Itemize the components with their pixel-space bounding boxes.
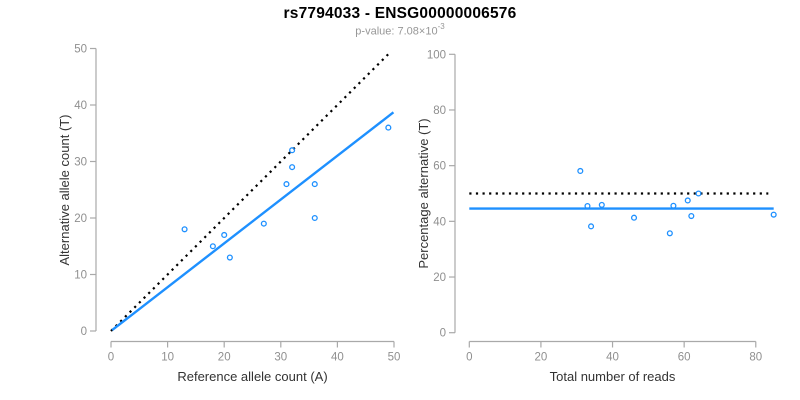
data-point: [289, 147, 296, 154]
y-tick-label: 10: [74, 270, 87, 282]
data-point: [289, 164, 296, 171]
x-tick-label: 10: [161, 352, 174, 364]
data-point: [695, 190, 702, 197]
y-tick-label: 100: [427, 49, 446, 61]
data-point: [283, 181, 290, 188]
pvalue-subtitle: p-value: 7.08×10-3: [0, 22, 800, 38]
y-tick-label: 30: [74, 157, 87, 169]
data-point: [688, 213, 695, 220]
data-point: [630, 214, 638, 221]
y-tick-label: 40: [74, 100, 87, 112]
y-tick-label: 60: [433, 161, 446, 173]
x-tick-label: 80: [749, 352, 762, 364]
x-tick-label: 60: [678, 352, 691, 364]
fit-line: [111, 111, 395, 332]
data-point: [209, 243, 216, 250]
data-point: [770, 211, 777, 218]
page-title: rs7794033 - ENSG00000006576: [283, 5, 517, 22]
data-point: [666, 230, 673, 237]
left-xaxis-title: Reference allele count (A): [177, 369, 327, 384]
data-point: [311, 181, 318, 188]
x-tick-label: 20: [218, 352, 231, 364]
y-tick-label: 0: [81, 326, 87, 338]
data-point: [181, 226, 188, 233]
left-yaxis-title: Alternative allele count (T): [57, 114, 72, 265]
x-tick-label: 40: [606, 352, 619, 364]
y-tick-label: 40: [433, 216, 446, 228]
identity-line: [110, 53, 390, 332]
data-point: [588, 223, 595, 230]
x-tick-label: 40: [331, 352, 344, 364]
x-tick-label: 0: [108, 352, 114, 364]
x-tick-label: 0: [466, 352, 472, 364]
pvalue-exponent: -3: [437, 22, 445, 31]
y-tick-label: 50: [74, 44, 87, 56]
data-point: [226, 254, 233, 261]
x-tick-label: 20: [535, 352, 548, 364]
data-point: [584, 202, 591, 210]
y-tick-label: 20: [74, 213, 87, 225]
right-xaxis-title: Total number of reads: [550, 369, 676, 384]
y-tick-label: 0: [440, 328, 446, 340]
x-tick-label: 50: [388, 352, 401, 364]
left-scatter-plot: 0 10 20 30 40 50 0 10 20 30 40 50: [74, 44, 400, 364]
data-point: [577, 167, 584, 174]
data-point: [684, 197, 691, 204]
right-scatter-plot: 0 20 40 60 80 100 0 20 40 60 80: [427, 49, 777, 364]
y-tick-label: 80: [433, 105, 446, 117]
data-point: [221, 231, 228, 239]
data-point: [670, 202, 677, 209]
x-tick-label: 30: [274, 352, 287, 364]
y-tick-label: 20: [433, 272, 446, 284]
right-yaxis-title: Percentage alternative (T): [416, 118, 431, 268]
data-point: [385, 124, 392, 131]
data-point: [311, 214, 318, 222]
pvalue-text: p-value: 7.08×10: [355, 25, 438, 38]
data-point: [260, 220, 267, 227]
data-point: [598, 201, 605, 208]
